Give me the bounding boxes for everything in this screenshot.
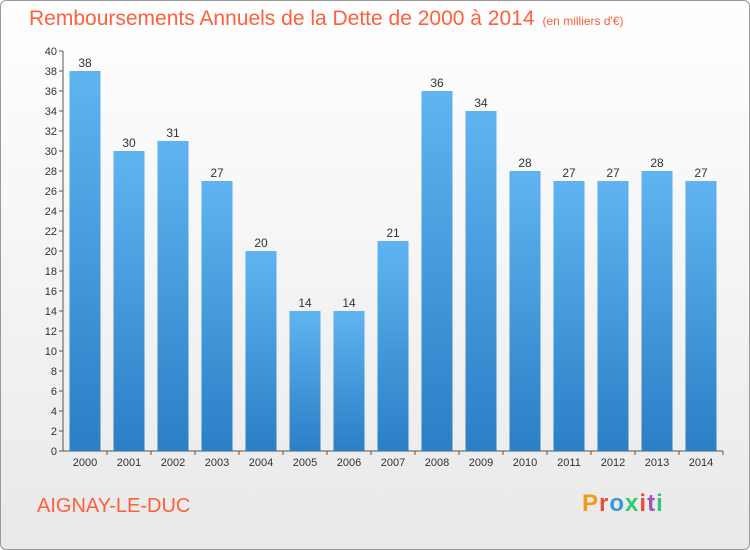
y-tick-label: 12 <box>45 326 57 338</box>
x-tick-label: 2012 <box>601 457 625 469</box>
y-tick-label: 14 <box>45 306 57 318</box>
x-tick-label: 2007 <box>381 457 405 469</box>
y-tick-label: 34 <box>45 106 57 118</box>
x-tick-label: 2014 <box>689 457 713 469</box>
data-label: 30 <box>122 136 136 150</box>
bar <box>421 91 453 451</box>
x-tick-label: 2004 <box>249 457 273 469</box>
data-label: 31 <box>166 126 180 140</box>
data-label: 34 <box>474 96 488 110</box>
logo-letter: t <box>647 490 657 517</box>
bar <box>201 181 233 451</box>
data-label: 14 <box>342 296 356 310</box>
x-tick-label: 2001 <box>117 457 141 469</box>
data-label: 27 <box>606 166 620 180</box>
logo-letter: x <box>625 490 640 517</box>
x-tick-label: 2005 <box>293 457 317 469</box>
logo-letter: o <box>609 490 626 517</box>
y-tick-label: 38 <box>45 66 57 78</box>
data-label: 36 <box>430 76 444 90</box>
y-tick-label: 10 <box>45 346 57 358</box>
data-label: 28 <box>650 156 664 170</box>
y-tick-label: 32 <box>45 126 57 138</box>
data-label: 27 <box>694 166 708 180</box>
data-label: 14 <box>298 296 312 310</box>
y-tick-label: 22 <box>45 226 57 238</box>
bar <box>289 311 321 451</box>
bar <box>597 181 629 451</box>
y-tick-label: 0 <box>51 446 57 458</box>
logo-letter: i <box>656 490 664 517</box>
y-tick-label: 28 <box>45 166 57 178</box>
proxiti-logo: Proxiti <box>582 490 664 518</box>
data-label: 21 <box>386 226 400 240</box>
chart-title-text: Remboursements Annuels de la Dette de 20… <box>29 7 535 30</box>
x-tick-label: 2002 <box>161 457 185 469</box>
y-tick-label: 24 <box>45 206 57 218</box>
x-tick-label: 2011 <box>557 457 581 469</box>
x-tick-label: 2009 <box>469 457 493 469</box>
chart-title: Remboursements Annuels de la Dette de 20… <box>29 7 624 31</box>
y-tick-label: 30 <box>45 146 57 158</box>
data-label: 28 <box>518 156 532 170</box>
y-tick-label: 2 <box>51 426 57 438</box>
bar <box>69 71 101 451</box>
bar <box>685 181 717 451</box>
bar <box>157 141 189 451</box>
logo-letter: i <box>639 490 648 517</box>
bar <box>377 241 409 451</box>
logo-letter: r <box>599 490 610 517</box>
bar <box>641 171 673 451</box>
y-tick-label: 36 <box>45 86 57 98</box>
x-tick-label: 2003 <box>205 457 229 469</box>
bar <box>333 311 365 451</box>
y-tick-label: 8 <box>51 366 57 378</box>
y-tick-label: 16 <box>45 286 57 298</box>
y-tick-label: 20 <box>45 246 57 258</box>
bar <box>113 151 145 451</box>
bar <box>465 111 497 451</box>
chart-subtitle: (en milliers d'€) <box>542 14 624 28</box>
x-tick-label: 2008 <box>425 457 449 469</box>
y-tick-label: 26 <box>45 186 57 198</box>
y-tick-label: 6 <box>51 386 57 398</box>
x-tick-label: 2000 <box>73 457 97 469</box>
data-label: 20 <box>254 236 268 250</box>
data-label: 27 <box>210 166 224 180</box>
data-label: 38 <box>78 56 92 70</box>
logo-letter: P <box>582 490 600 517</box>
bar <box>553 181 585 451</box>
y-tick-label: 18 <box>45 266 57 278</box>
data-label: 27 <box>562 166 576 180</box>
bar <box>245 251 277 451</box>
y-tick-label: 4 <box>51 406 57 418</box>
bar <box>509 171 541 451</box>
x-tick-label: 2013 <box>645 457 669 469</box>
y-tick-label: 40 <box>45 46 57 58</box>
x-tick-label: 2006 <box>337 457 361 469</box>
city-name: AIGNAY-LE-DUC <box>37 495 191 517</box>
x-tick-label: 2010 <box>513 457 537 469</box>
